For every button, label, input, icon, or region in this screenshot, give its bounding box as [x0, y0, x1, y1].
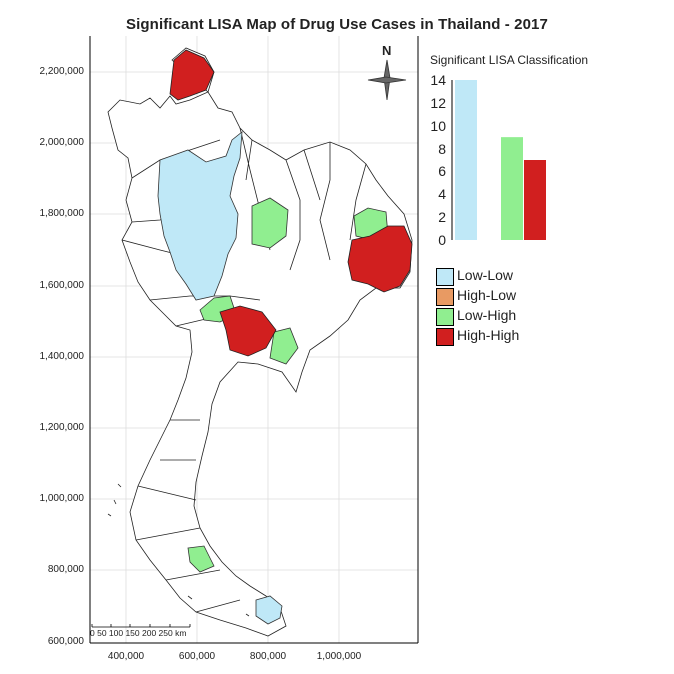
low-low-north — [157, 131, 243, 301]
legend-swatch — [436, 328, 454, 346]
low-low-regions — [157, 131, 283, 625]
low-high-regions — [187, 197, 389, 573]
y-tick-label: 1,200,000 — [39, 422, 85, 433]
bar-tick-label: 4 — [438, 186, 446, 202]
bar-tick-label: 2 — [438, 209, 446, 225]
low-high-south — [187, 545, 215, 573]
map-title: Significant LISA Map of Drug Use Cases i… — [126, 16, 548, 33]
high-high-central — [219, 305, 277, 357]
scale-bar-label: 0 50 100 150 200 250 km — [90, 628, 187, 638]
bar-tick-label: 12 — [430, 95, 446, 111]
bar-tick-label: 6 — [438, 163, 446, 179]
islands — [107, 483, 250, 617]
x-tick-label: 800,000 — [249, 651, 287, 662]
legend-swatch — [436, 288, 454, 306]
bar-tick-label: 14 — [430, 72, 446, 88]
y-tick-label: 1,600,000 — [39, 280, 85, 291]
scale-bar — [91, 624, 191, 628]
low-high-central — [251, 197, 289, 249]
legend-swatch — [436, 308, 454, 326]
high-high-regions — [169, 49, 413, 357]
bar-low-high — [501, 137, 523, 240]
province-borders-south — [135, 419, 241, 613]
low-high-east — [269, 327, 299, 365]
high-high-north — [169, 49, 215, 101]
bar-tick-label: 8 — [438, 141, 446, 157]
y-tick-label: 600,000 — [47, 636, 84, 647]
y-tick-label: 2,200,000 — [39, 66, 85, 77]
legend-label: Low-Low — [457, 267, 514, 283]
y-tick-label: 1,400,000 — [39, 351, 85, 362]
legend-swatch — [436, 268, 454, 286]
north-arrow-icon — [367, 59, 407, 101]
legend-label: High-High — [457, 327, 520, 343]
legend-title: Significant LISA Classification — [430, 53, 589, 67]
legend-label: High-Low — [457, 287, 517, 303]
low-low-south — [255, 595, 283, 625]
legend-label: Low-High — [457, 307, 517, 323]
north-label: N — [382, 43, 392, 58]
y-tick-label: 800,000 — [47, 564, 84, 575]
y-tick-label: 1,800,000 — [39, 208, 85, 219]
bar-tick-label: 0 — [438, 232, 446, 248]
y-tick-label: 2,000,000 — [39, 137, 85, 148]
x-tick-label: 400,000 — [107, 651, 145, 662]
bar-tick-label: 10 — [430, 118, 446, 134]
bar-low-low — [455, 80, 477, 240]
y-tick-label: 1,000,000 — [39, 493, 85, 504]
bar-high-high — [524, 160, 546, 240]
high-high-northeast — [347, 225, 413, 293]
bar-chart-bars — [455, 80, 546, 240]
x-tick-label: 1,000,000 — [316, 651, 362, 662]
x-tick-label: 600,000 — [178, 651, 216, 662]
